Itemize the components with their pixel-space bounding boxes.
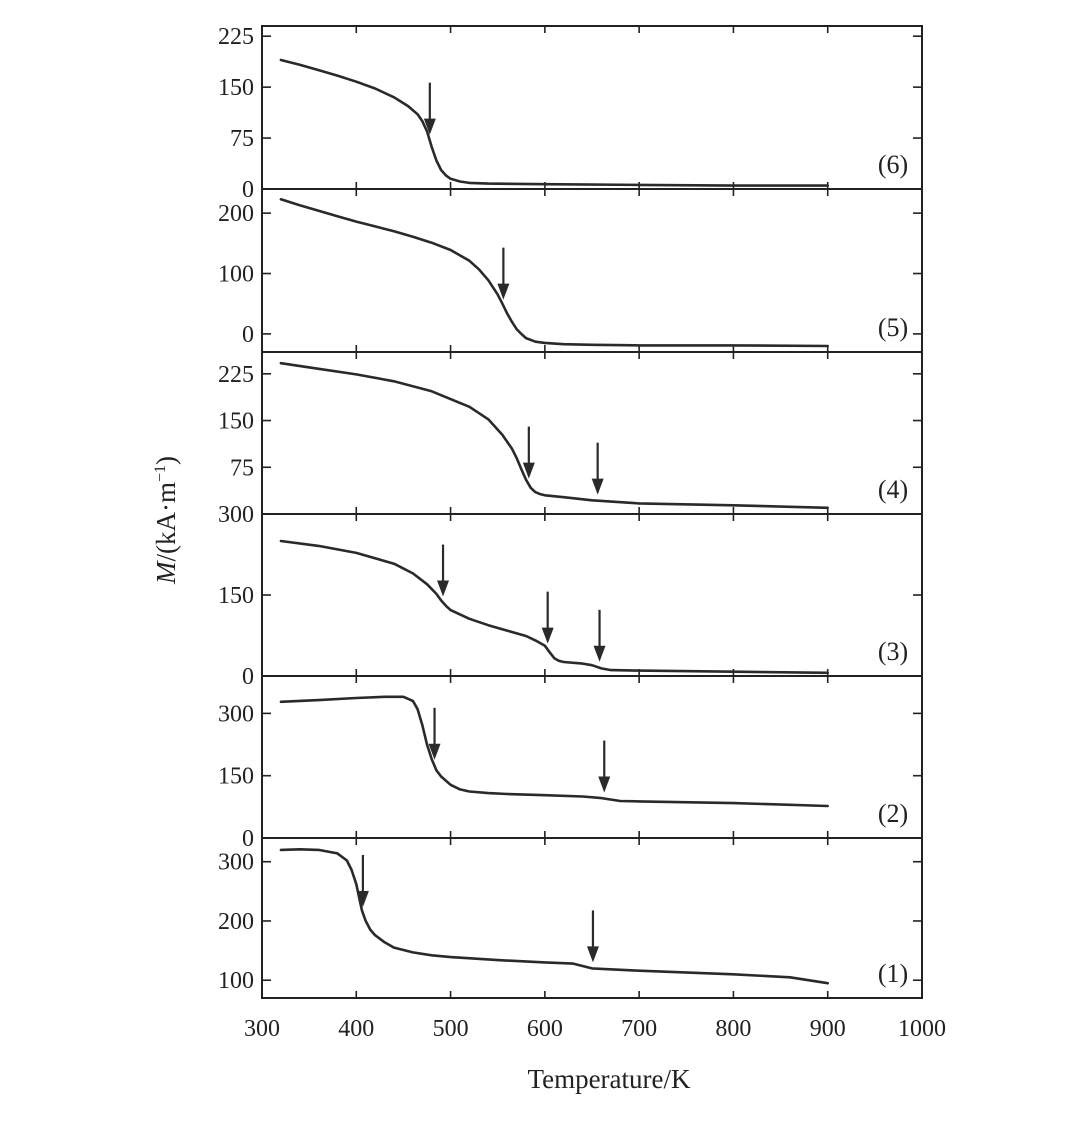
panel-3: 75 150 225 (4)	[218, 351, 923, 515]
x-tick-labels: 300 400 500 600 700 800 900 1000	[244, 1016, 946, 1042]
arrow-head	[356, 890, 369, 907]
y-tick-label: 300	[218, 701, 254, 727]
y-tick-label: 100	[218, 968, 254, 994]
x-tick-label: 900	[810, 1016, 846, 1042]
arrow-head	[428, 743, 441, 760]
y-tick-label: 75	[230, 455, 254, 481]
panel-label: (6)	[878, 150, 908, 179]
series-line	[279, 539, 830, 675]
y-tick-label: 200	[218, 201, 254, 227]
panel-label: (2)	[878, 799, 908, 828]
arrow-head	[598, 776, 611, 793]
arrow-head	[522, 462, 535, 479]
panel-6: 100 200 300 (1)	[218, 837, 923, 999]
panel-frame	[261, 675, 923, 839]
series-line	[279, 695, 830, 808]
x-tick-label: 400	[338, 1016, 374, 1042]
y-tick-label: 225	[218, 362, 254, 388]
panel-label: (3)	[878, 637, 908, 666]
x-tick-label: 700	[621, 1016, 657, 1042]
y-tick-label: 150	[218, 583, 254, 609]
series-line	[279, 198, 830, 348]
y-tick-label: 300	[218, 850, 254, 876]
panel-2: 0 100 200 (5)	[218, 188, 923, 353]
panel-1: 0 75 150 225 (6)	[218, 24, 923, 203]
y-tick-label: 0	[242, 664, 254, 690]
panels-layer: 0 75 150 225 (6) 0 100 200 (5) 75 150 225 (4) 0 150 300…	[218, 24, 923, 999]
arrow-head	[586, 946, 599, 963]
arrow-head	[593, 645, 606, 662]
y-tick-label: 150	[218, 764, 254, 790]
x-axis-title: Temperature/K	[527, 1064, 691, 1094]
y-axis-title-unit: /(kA·m	[151, 482, 181, 561]
x-tick-label: 1000	[898, 1016, 946, 1042]
panel-label: (1)	[878, 959, 908, 988]
panel-label: (4)	[878, 475, 908, 504]
arrow-head	[423, 118, 436, 135]
y-tick-label: 0	[242, 322, 254, 348]
panel-4: 0 150 300 (3)	[218, 502, 923, 690]
panel-frame	[261, 513, 923, 677]
x-tick-label: 800	[715, 1016, 751, 1042]
y-tick-label: 0	[242, 826, 254, 852]
y-tick-label: 150	[218, 75, 254, 101]
series-line	[279, 58, 830, 187]
y-axis-title-exponent: −1	[152, 465, 169, 482]
panel-frame	[261, 188, 923, 353]
arrow-head	[541, 627, 554, 644]
x-tick-label: 500	[433, 1016, 469, 1042]
panel-5: 0 150 300 (2)	[218, 675, 923, 852]
y-axis-title: M/(kA·m−1)	[151, 456, 181, 585]
panel-frame	[261, 25, 923, 190]
y-axis-title-symbol: M	[151, 560, 181, 585]
y-tick-label: 225	[218, 24, 254, 50]
panel-frame	[261, 837, 923, 999]
y-tick-label: 75	[230, 126, 254, 152]
arrow-head	[437, 580, 450, 597]
series-line	[279, 361, 830, 510]
arrow-head	[497, 283, 510, 300]
arrow-head	[591, 478, 604, 495]
x-tick-label: 300	[244, 1016, 280, 1042]
y-tick-label: 200	[218, 909, 254, 935]
y-tick-label: 0	[242, 177, 254, 203]
panel-label: (5)	[878, 313, 908, 342]
y-tick-label: 100	[218, 262, 254, 288]
series-line	[279, 847, 830, 985]
y-tick-label: 300	[218, 502, 254, 528]
y-axis-title-close: )	[151, 456, 181, 465]
x-tick-label: 600	[527, 1016, 563, 1042]
y-tick-label: 150	[218, 409, 254, 435]
